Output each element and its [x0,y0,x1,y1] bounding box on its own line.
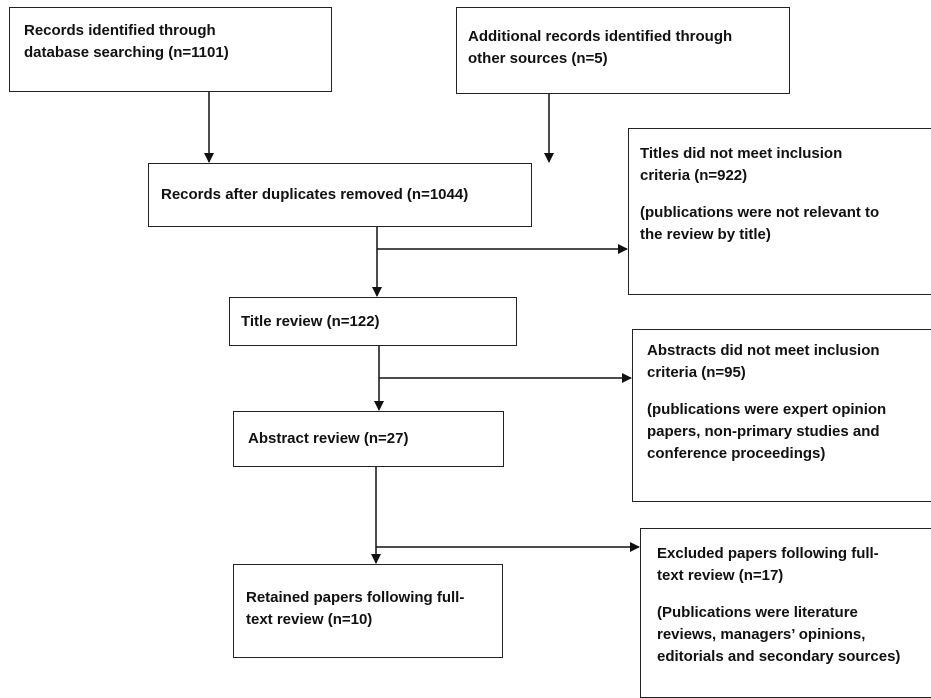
fulltext-excluded-note-2: reviews, managers’ opinions, [657,626,866,643]
fulltext-excluded-note-3: editorials and secondary sources) [657,648,901,665]
titles-excluded-note-2: the review by title) [640,226,771,243]
retained-papers-box: Retained papers following full- text rev… [233,564,503,658]
abstracts-excluded-line-2: criteria (n=95) [647,364,746,381]
retained-line-1: Retained papers following full- [246,589,465,606]
records-database-line-1: Records identified through [24,22,216,39]
fulltext-excluded-box: Excluded papers following full- text rev… [640,528,931,698]
fulltext-excluded-line-1: Excluded papers following full- [657,545,879,562]
records-other-line-2: other sources (n=5) [468,50,608,67]
abstracts-excluded-line-1: Abstracts did not meet inclusion [647,342,880,359]
titles-excluded-line-1: Titles did not meet inclusion [640,145,843,162]
titles-excluded-note-1: (publications were not relevant to [640,204,880,221]
title-review-box: Title review (n=122) [229,297,517,346]
abstracts-excluded-note-1: (publications were expert opinion [647,401,887,418]
abstracts-excluded-box: Abstracts did not meet inclusion criteri… [632,329,931,502]
fulltext-excluded-note-1: (Publications were literature [657,604,858,621]
records-other-sources-box: Additional records identified through ot… [456,7,790,94]
abstracts-excluded-note-2: papers, non-primary studies and [647,423,880,440]
retained-line-2: text review (n=10) [246,611,373,628]
after-duplicates-text: Records after duplicates removed (n=1044… [161,186,469,203]
titles-excluded-box: Titles did not meet inclusion criteria (… [628,128,931,295]
abstract-review-text: Abstract review (n=27) [248,430,409,447]
titles-excluded-line-2: criteria (n=922) [640,167,748,184]
after-duplicates-box: Records after duplicates removed (n=1044… [148,163,532,227]
records-database-line-2: database searching (n=1101) [24,44,229,61]
records-database-box: Records identified through database sear… [9,7,332,92]
abstracts-excluded-note-3: conference proceedings) [647,445,826,462]
title-review-text: Title review (n=122) [241,312,380,330]
abstract-review-box: Abstract review (n=27) [233,411,504,467]
fulltext-excluded-line-2: text review (n=17) [657,567,784,584]
records-other-line-1: Additional records identified through [468,28,733,45]
